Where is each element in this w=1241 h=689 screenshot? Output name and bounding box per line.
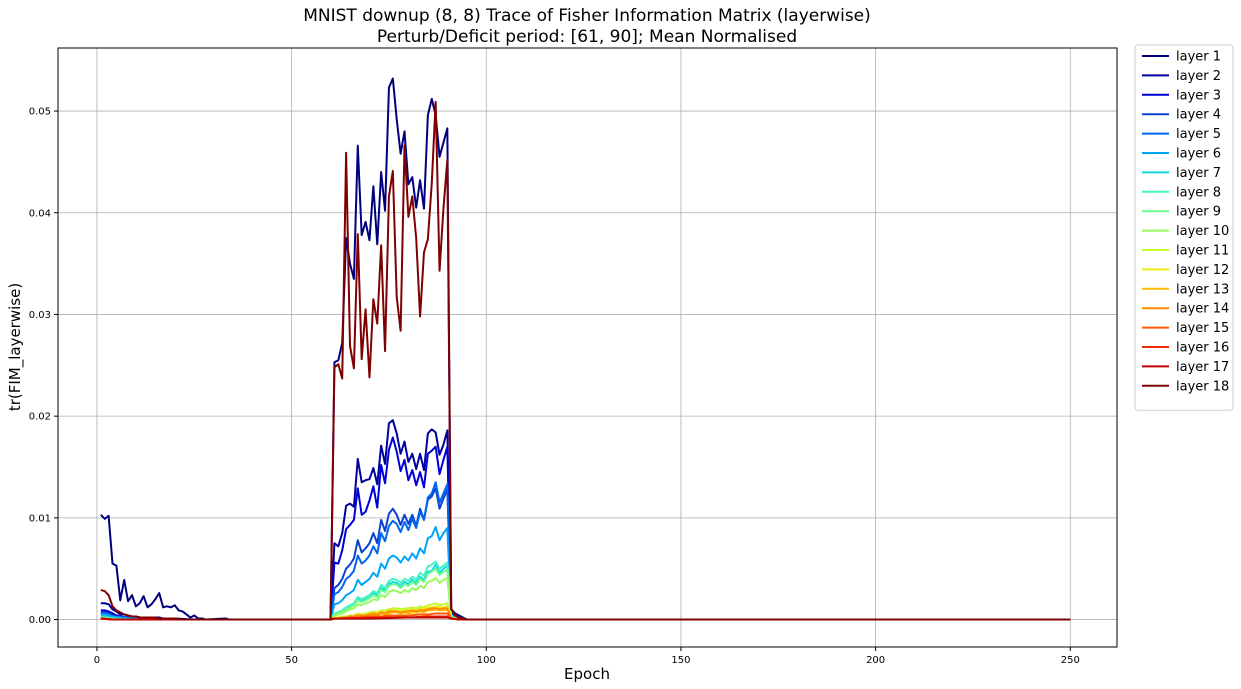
grid-lines (58, 48, 1117, 647)
series-lines (100, 77, 1071, 621)
y-tick-label: 0.02 (29, 412, 51, 423)
legend-entry-label: layer 13 (1176, 282, 1229, 297)
y-tick-label: 0.05 (29, 107, 51, 118)
plot-frame (57, 47, 1118, 648)
series-line-layer-1 (100, 77, 1071, 621)
legend-entry-label: layer 7 (1176, 166, 1221, 181)
series-line-layer-3 (100, 436, 1071, 621)
axis-ticks: 0 50 100 150 200 250 0.00 0.01 0.02 0.03 0.04 0.05 (29, 107, 1080, 666)
legend-entry-label: layer 11 (1176, 244, 1229, 259)
series-line-layer-7 (100, 563, 1071, 621)
chart-subtitle: Perturb/Deficit period: [61, 90]; Mean N… (377, 27, 797, 47)
series-line-layer-10 (100, 576, 1071, 621)
x-tick-label: 100 (477, 655, 496, 666)
series-line-layer-11 (100, 602, 1071, 621)
legend-entry-label: layer 8 (1176, 185, 1221, 200)
x-tick-label: 200 (866, 655, 885, 666)
legend-box (1134, 44, 1234, 411)
series-line-layer-14 (100, 607, 1071, 621)
legend-entry-label: layer 6 (1176, 147, 1221, 162)
legend: layer 1 layer 2 layer 3 layer 4 layer 5 layer… (1134, 44, 1234, 411)
legend-entry-label: layer 9 (1176, 205, 1221, 220)
series-line-layer-5 (100, 481, 1071, 621)
series-line-layer-9 (100, 567, 1071, 621)
legend-entry-label: layer 18 (1176, 379, 1229, 394)
x-tick-label: 0 (94, 655, 100, 666)
y-axis-label: tr(FIM_layerwise) (6, 283, 25, 411)
series-line-layer-13 (100, 608, 1071, 621)
legend-entry-label: layer 12 (1176, 263, 1229, 278)
legend-entry-label: layer 15 (1176, 321, 1229, 336)
y-tick-label: 0.00 (29, 615, 51, 626)
legend-entry-label: layer 16 (1176, 341, 1229, 356)
x-tick-label: 250 (1061, 655, 1080, 666)
legend-entry-label: layer 4 (1176, 108, 1221, 123)
legend-entry-label: layer 5 (1176, 127, 1221, 142)
y-tick-label: 0.03 (29, 310, 51, 321)
x-axis-label: Epoch (564, 665, 610, 683)
plot-series-area (100, 77, 1071, 621)
legend-entry-label: layer 3 (1176, 88, 1221, 103)
x-tick-label: 150 (671, 655, 690, 666)
series-line-layer-4 (100, 487, 1071, 621)
chart-title: MNIST downup (8, 8) Trace of Fisher Info… (303, 6, 871, 26)
series-line-layer-2 (100, 419, 1071, 621)
legend-entry-label: layer 2 (1176, 69, 1221, 84)
series-line-layer-18 (100, 100, 1071, 621)
legend-entry-label: layer 14 (1176, 302, 1229, 317)
series-line-layer-12 (100, 605, 1071, 621)
x-tick-label: 50 (285, 655, 298, 666)
series-line-layer-8 (100, 560, 1071, 621)
legend-entry-label: layer 10 (1176, 224, 1229, 239)
series-line-layer-6 (100, 526, 1071, 621)
y-tick-label: 0.01 (29, 513, 51, 524)
legend-entry-label: layer 17 (1176, 360, 1229, 375)
legend-entry-label: layer 1 (1176, 50, 1221, 65)
y-tick-label: 0.04 (29, 208, 51, 219)
